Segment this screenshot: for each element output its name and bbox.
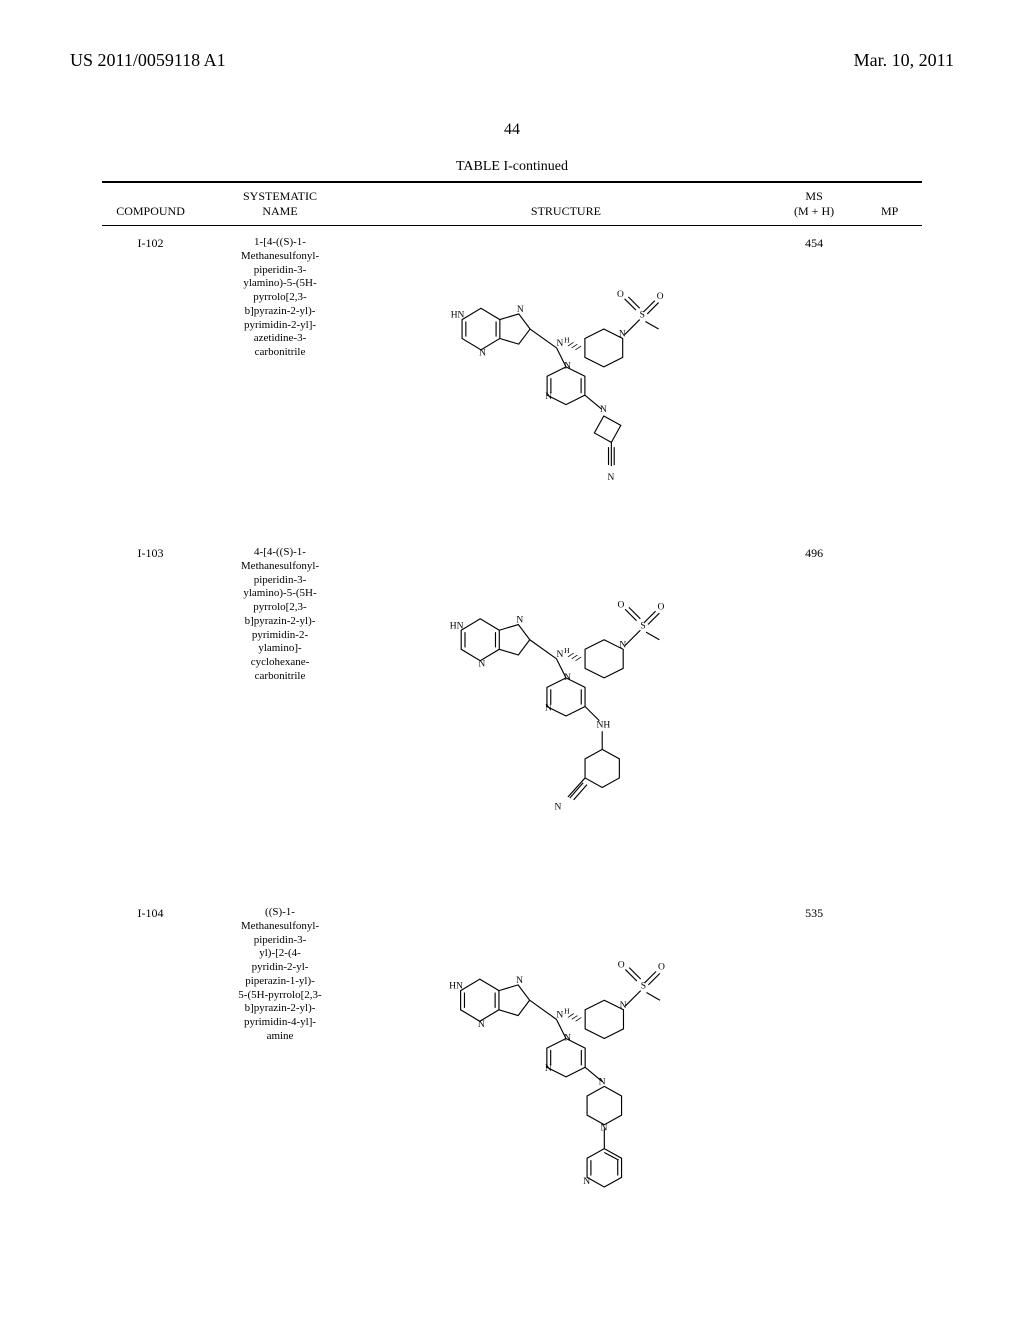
cell-ms: 454 — [771, 226, 857, 536]
svg-text:N: N — [517, 305, 524, 315]
svg-text:O: O — [657, 292, 664, 302]
compound-table: COMPOUND SYSTEMATIC NAME STRUCTURE MS (M… — [102, 181, 922, 1296]
svg-text:HN: HN — [451, 311, 465, 321]
svg-text:S: S — [640, 311, 645, 321]
svg-text:N: N — [479, 348, 486, 358]
cell-name: 1-[4-((S)-1- Methanesulfonyl- piperidin-… — [199, 226, 361, 536]
svg-text:N: N — [564, 362, 571, 372]
cell-mp — [857, 226, 922, 536]
systematic-name: ((S)-1- Methanesulfonyl- piperidin-3- yl… — [205, 906, 355, 1044]
table-row: I-103 4-[4-((S)-1- Methanesulfonyl- pipe… — [102, 536, 922, 896]
table-row: I-102 1-[4-((S)-1- Methanesulfonyl- pipe… — [102, 226, 922, 536]
table-row: I-104 ((S)-1- Methanesulfonyl- piperidin… — [102, 896, 922, 1296]
col-header-ms-l2: (M + H) — [794, 204, 834, 218]
svg-text:HN: HN — [449, 981, 463, 992]
svg-text:N: N — [554, 802, 561, 812]
col-header-name-l2: NAME — [262, 204, 297, 218]
cell-compound: I-103 — [102, 536, 199, 896]
structure-diagram: HN N N N H — [367, 906, 765, 1286]
cell-name: ((S)-1- Methanesulfonyl- piperidin-3- yl… — [199, 896, 361, 1296]
table-caption: TABLE I-continued — [0, 159, 1024, 175]
chem-structure-icon: HN N N N H — [407, 244, 725, 518]
col-header-ms: MS (M + H) — [771, 183, 857, 226]
svg-text:S: S — [640, 621, 645, 631]
svg-text:O: O — [658, 962, 665, 973]
col-header-structure: STRUCTURE — [361, 183, 771, 226]
page-header: US 2011/0059118 A1 Mar. 10, 2011 — [0, 0, 1024, 81]
svg-text:O: O — [617, 600, 624, 610]
publication-date: Mar. 10, 2011 — [854, 50, 954, 71]
svg-text:N: N — [545, 703, 552, 713]
svg-text:NH: NH — [596, 720, 610, 730]
svg-text:H: H — [564, 646, 570, 655]
cell-compound: I-104 — [102, 896, 199, 1296]
svg-text:N: N — [516, 616, 523, 626]
col-header-name-l1: SYSTEMATIC — [243, 189, 317, 203]
svg-text:N: N — [607, 473, 614, 483]
systematic-name: 4-[4-((S)-1- Methanesulfonyl- piperidin-… — [205, 546, 355, 684]
svg-text:HN: HN — [450, 621, 464, 631]
cell-structure: HN N N N H — [361, 536, 771, 896]
svg-text:N: N — [600, 405, 607, 415]
col-header-compound: COMPOUND — [102, 183, 199, 226]
chem-structure-icon: HN N N N H — [407, 554, 725, 878]
cell-ms: 535 — [771, 896, 857, 1296]
structure-diagram: HN N N N H — [367, 546, 765, 886]
svg-text:N: N — [516, 975, 523, 986]
cell-compound: I-102 — [102, 226, 199, 536]
systematic-name: 1-[4-((S)-1- Methanesulfonyl- piperidin-… — [205, 236, 355, 360]
svg-text:O: O — [618, 960, 625, 971]
svg-text:O: O — [657, 602, 664, 612]
cell-name: 4-[4-((S)-1- Methanesulfonyl- piperidin-… — [199, 536, 361, 896]
svg-text:N: N — [478, 659, 485, 669]
svg-text:N: N — [478, 1019, 485, 1030]
page-number: 44 — [0, 121, 1024, 139]
cell-structure: HN N N N H — [361, 226, 771, 536]
svg-text:N: N — [598, 1077, 605, 1088]
svg-text:N: N — [556, 1009, 563, 1020]
svg-text:H: H — [564, 1007, 570, 1016]
cell-mp — [857, 536, 922, 896]
svg-text:N: N — [564, 673, 571, 683]
svg-text:O: O — [617, 290, 624, 300]
svg-text:N: N — [583, 1176, 590, 1187]
chem-structure-icon: HN N N N H — [407, 914, 725, 1278]
svg-text:N: N — [556, 339, 563, 349]
svg-text:N: N — [545, 392, 552, 402]
svg-text:N: N — [556, 650, 563, 660]
cell-mp — [857, 896, 922, 1296]
col-header-ms-l1: MS — [805, 189, 822, 203]
cell-ms: 496 — [771, 536, 857, 896]
col-header-name: SYSTEMATIC NAME — [199, 183, 361, 226]
col-header-mp: MP — [857, 183, 922, 226]
structure-diagram: HN N N N H — [367, 236, 765, 526]
cell-structure: HN N N N H — [361, 896, 771, 1296]
publication-number: US 2011/0059118 A1 — [70, 50, 226, 71]
svg-text:H: H — [564, 335, 570, 344]
